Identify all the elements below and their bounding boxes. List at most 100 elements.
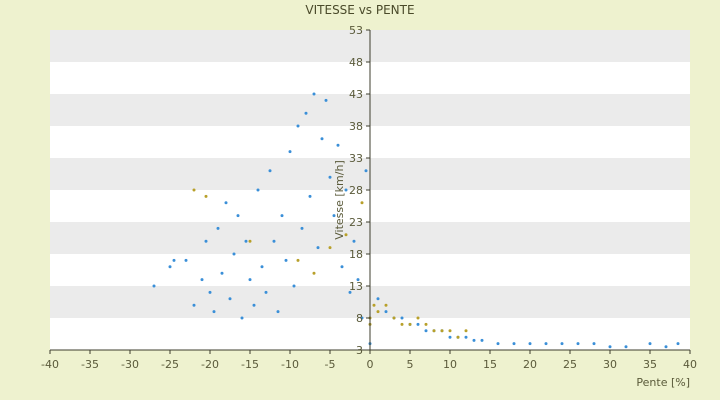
x-tick-label: 5: [407, 358, 414, 371]
y-tick-label: 38: [349, 120, 363, 133]
data-point: [248, 239, 252, 243]
data-point: [312, 92, 316, 96]
axes: [49, 29, 691, 354]
data-point: [480, 338, 484, 342]
data-point: [560, 342, 564, 346]
data-point: [192, 303, 196, 307]
x-tick-label: -40: [41, 358, 59, 371]
data-point: [264, 290, 268, 294]
data-point: [168, 265, 172, 269]
data-point: [332, 214, 336, 218]
data-point: [276, 310, 280, 314]
data-point: [284, 258, 288, 262]
data-point: [648, 342, 652, 346]
y-tick-label: 33: [349, 152, 363, 165]
data-point: [296, 124, 300, 128]
data-point: [216, 226, 220, 230]
data-point: [316, 246, 320, 250]
data-point: [256, 188, 260, 192]
data-point: [204, 239, 208, 243]
x-tick-label: 20: [523, 358, 537, 371]
data-point: [152, 284, 156, 288]
data-point: [464, 329, 468, 333]
data-point: [384, 310, 388, 314]
y-tick-label: 13: [349, 280, 363, 293]
x-tick-label: 10: [443, 358, 457, 371]
data-point: [392, 316, 396, 320]
data-point: [624, 345, 628, 349]
y-tick-label: 23: [349, 216, 363, 229]
x-tick-label: 30: [603, 358, 617, 371]
data-point: [372, 303, 376, 307]
y-tick-label: 28: [349, 184, 363, 197]
data-point: [328, 246, 332, 250]
data-points: [152, 92, 680, 349]
data-point: [464, 335, 468, 339]
data-point: [296, 258, 300, 262]
data-point: [260, 265, 264, 269]
data-point: [328, 175, 332, 179]
data-point: [344, 188, 348, 192]
data-point: [280, 214, 284, 218]
data-point: [592, 342, 596, 346]
data-point: [432, 329, 436, 333]
data-point: [408, 322, 412, 326]
x-tick-label: -25: [161, 358, 179, 371]
data-point: [340, 265, 344, 269]
data-point: [400, 316, 404, 320]
data-point: [456, 335, 460, 339]
data-point: [676, 342, 680, 346]
chart-title: VITESSE vs PENTE: [305, 3, 414, 17]
y-tick-label: 18: [349, 248, 363, 261]
x-tick-label: 15: [483, 358, 497, 371]
data-point: [244, 239, 248, 243]
x-tick-label: -10: [281, 358, 299, 371]
data-point: [364, 169, 368, 173]
data-point: [240, 316, 244, 320]
data-point: [204, 194, 208, 198]
y-tick-label: 43: [349, 88, 363, 101]
data-point: [400, 322, 404, 326]
data-point: [288, 150, 292, 154]
data-point: [320, 137, 324, 141]
data-point: [268, 169, 272, 173]
x-axis-title: Pente [%]: [636, 376, 690, 389]
data-point: [544, 342, 548, 346]
data-point: [576, 342, 580, 346]
data-point: [308, 194, 312, 198]
data-point: [324, 98, 328, 102]
data-point: [360, 316, 364, 320]
data-point: [356, 278, 360, 282]
data-point: [236, 214, 240, 218]
data-point: [424, 329, 428, 333]
data-point: [416, 322, 420, 326]
data-point: [440, 329, 444, 333]
x-tick-label: 0: [367, 358, 374, 371]
data-point: [336, 143, 340, 147]
data-point: [208, 290, 212, 294]
data-point: [300, 226, 304, 230]
tick-labels: -40 -35 -30 -25 -20 -15 -10 -5 0 5 10 15 20 25 30 35 40 3…: [41, 24, 697, 371]
data-point: [448, 329, 452, 333]
x-tick-label: -5: [325, 358, 336, 371]
data-point: [232, 252, 236, 256]
data-point: [496, 342, 500, 346]
data-point: [348, 290, 352, 294]
data-point: [512, 342, 516, 346]
y-tick-label: 53: [349, 24, 363, 37]
data-point: [292, 284, 296, 288]
x-tick-label: 25: [563, 358, 577, 371]
data-point: [272, 239, 276, 243]
data-point: [608, 345, 612, 349]
data-point: [360, 201, 364, 205]
data-point: [200, 278, 204, 282]
data-point: [528, 342, 532, 346]
data-point: [664, 345, 668, 349]
data-point: [352, 239, 356, 243]
data-point: [252, 303, 256, 307]
x-tick-label: 35: [643, 358, 657, 371]
y-tick-label: 3: [356, 344, 363, 357]
data-point: [376, 297, 380, 301]
